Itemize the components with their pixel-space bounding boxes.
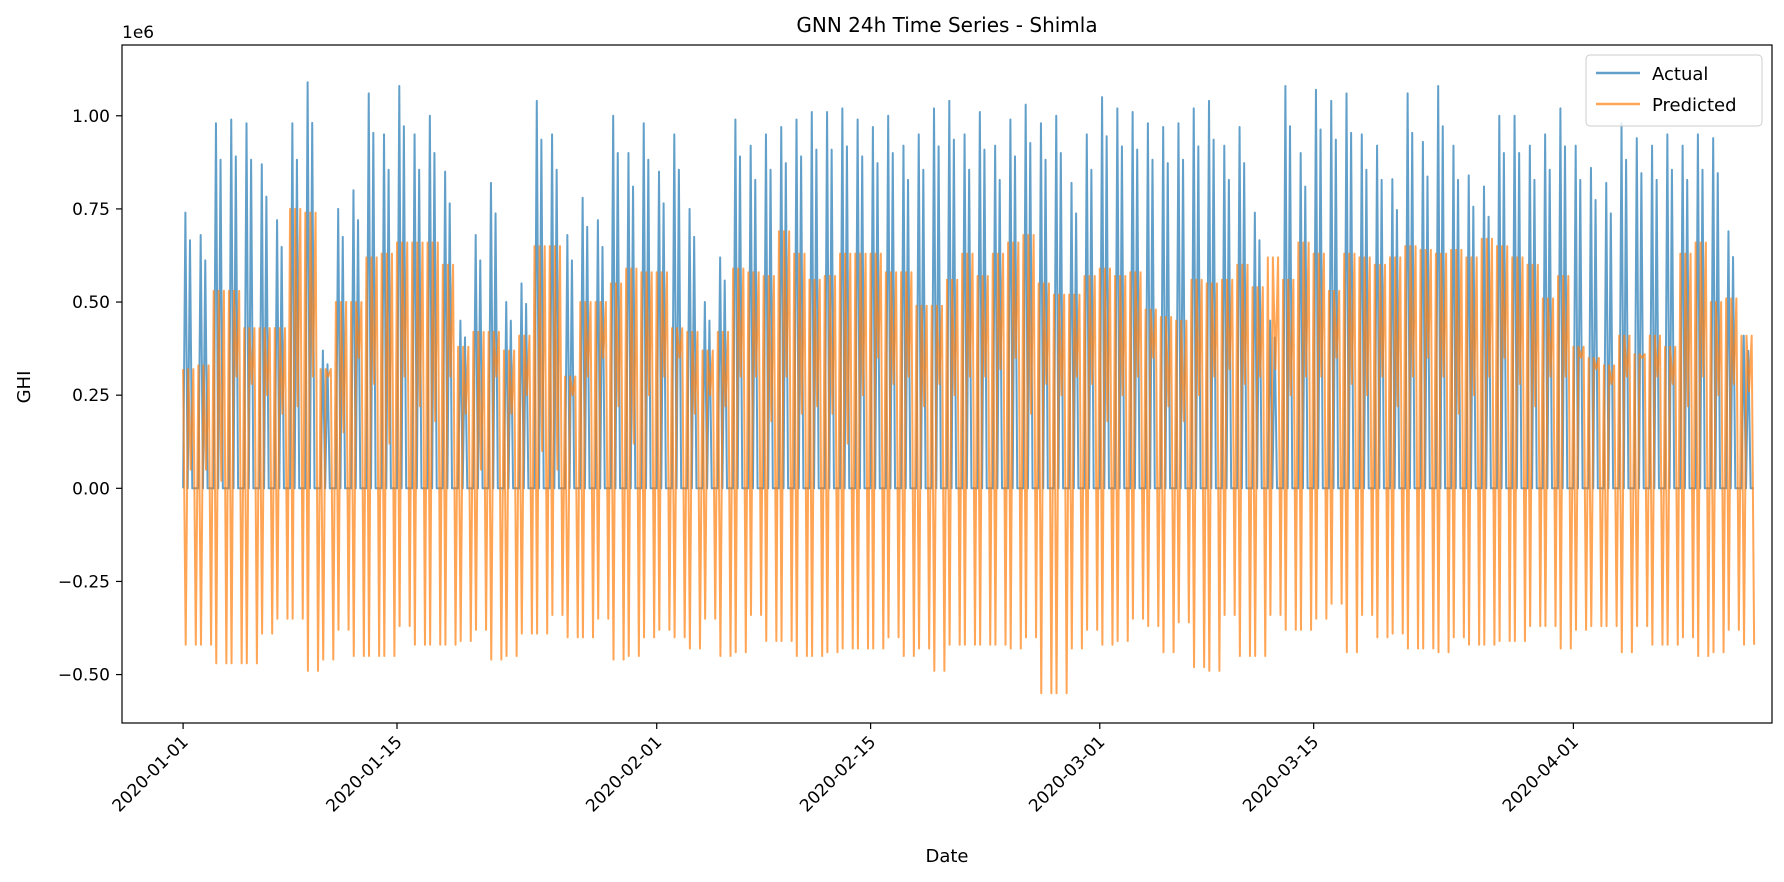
series-line-predicted [182, 207, 1756, 695]
y-axis-label: GHI [14, 371, 35, 404]
legend-label-actual: Actual [1652, 64, 1708, 85]
series-layer [182, 81, 1756, 695]
y-tick-label: 0.50 [72, 293, 110, 313]
y-tick-label: −0.25 [58, 572, 110, 592]
y-tick-label: 0.00 [72, 479, 110, 499]
plot-area-frame [121, 44, 1773, 724]
y-tick-label: −0.50 [58, 666, 110, 686]
x-axis-label: Date [925, 846, 968, 867]
y-tick-label: 0.25 [72, 386, 110, 406]
y-axis: −0.50 −0.25 0.00 0.25 0.50 0.75 1.00 [58, 107, 122, 686]
chart-title: GNN 24h Time Series - Shimla [796, 13, 1097, 37]
y-tick-label: 1.00 [72, 107, 110, 127]
legend-label-predicted: Predicted [1652, 95, 1737, 116]
legend: Actual Predicted [1585, 54, 1763, 127]
y-offset-label: 1e6 [122, 23, 154, 43]
y-tick-label: 0.75 [72, 200, 110, 220]
